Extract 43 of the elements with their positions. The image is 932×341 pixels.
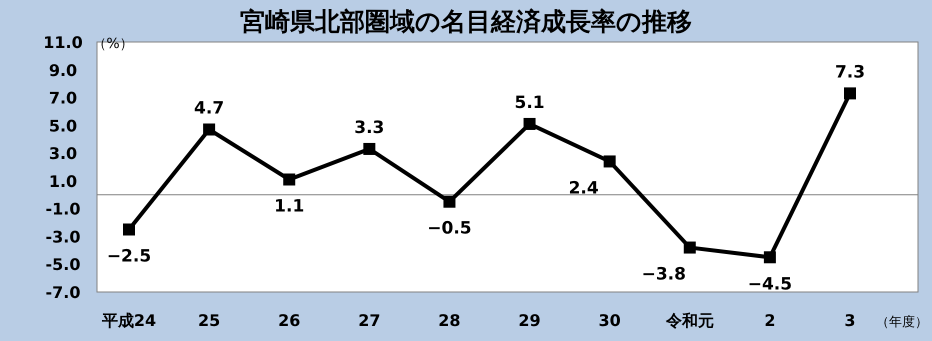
data-label: −3.8 (642, 264, 686, 285)
data-label: −4.5 (748, 274, 792, 294)
x-tick-label: 3 (844, 311, 856, 330)
point (524, 118, 536, 130)
x-tick-label: 平成24 (100, 311, 156, 330)
point (764, 251, 776, 264)
point (203, 124, 216, 136)
x-axis-title: （年度） (876, 314, 928, 330)
data-label: 7.3 (834, 62, 866, 82)
point (123, 224, 135, 236)
point (283, 174, 296, 186)
point (443, 196, 456, 208)
x-tick-label: 26 (278, 311, 300, 330)
x-tick-label: 令和元 (664, 311, 714, 330)
data-label: 5.1 (514, 92, 545, 113)
data-label: 2.4 (568, 178, 599, 198)
y-tick-label: 11.0 (43, 33, 83, 52)
y-tick-label: 7.0 (48, 88, 78, 108)
y-tick-label: 3.0 (48, 144, 78, 164)
x-tick-label: 27 (358, 311, 380, 330)
chart-title: 宮崎県北部圏域の名目経済成長率の推移 (240, 7, 692, 36)
y-tick-label: 1.0 (48, 172, 78, 191)
x-tick-label: 28 (438, 311, 461, 330)
point (363, 142, 376, 155)
data-label: −0.5 (427, 218, 472, 239)
x-tick-label: 29 (518, 311, 541, 330)
y-tick-label: -5.0 (46, 255, 80, 274)
x-tick-label: 2 (764, 311, 776, 330)
point (844, 87, 856, 100)
y-tick-label: 5.0 (48, 116, 78, 136)
y-tick-label: -3.0 (46, 227, 80, 246)
data-label: 1.1 (274, 196, 304, 216)
x-tick-label: 30 (598, 311, 621, 330)
y-tick-label: -7.0 (46, 283, 80, 302)
point (604, 155, 616, 168)
data-label: 3.3 (354, 118, 384, 138)
data-label: 4.7 (194, 98, 224, 118)
y-tick-label: 9.0 (48, 60, 78, 80)
y-axis-title: （%） (92, 36, 134, 52)
x-tick-label: 25 (198, 311, 220, 330)
point (684, 242, 696, 254)
data-label: −2.5 (106, 246, 152, 266)
y-tick-label: -1.0 (46, 200, 80, 219)
